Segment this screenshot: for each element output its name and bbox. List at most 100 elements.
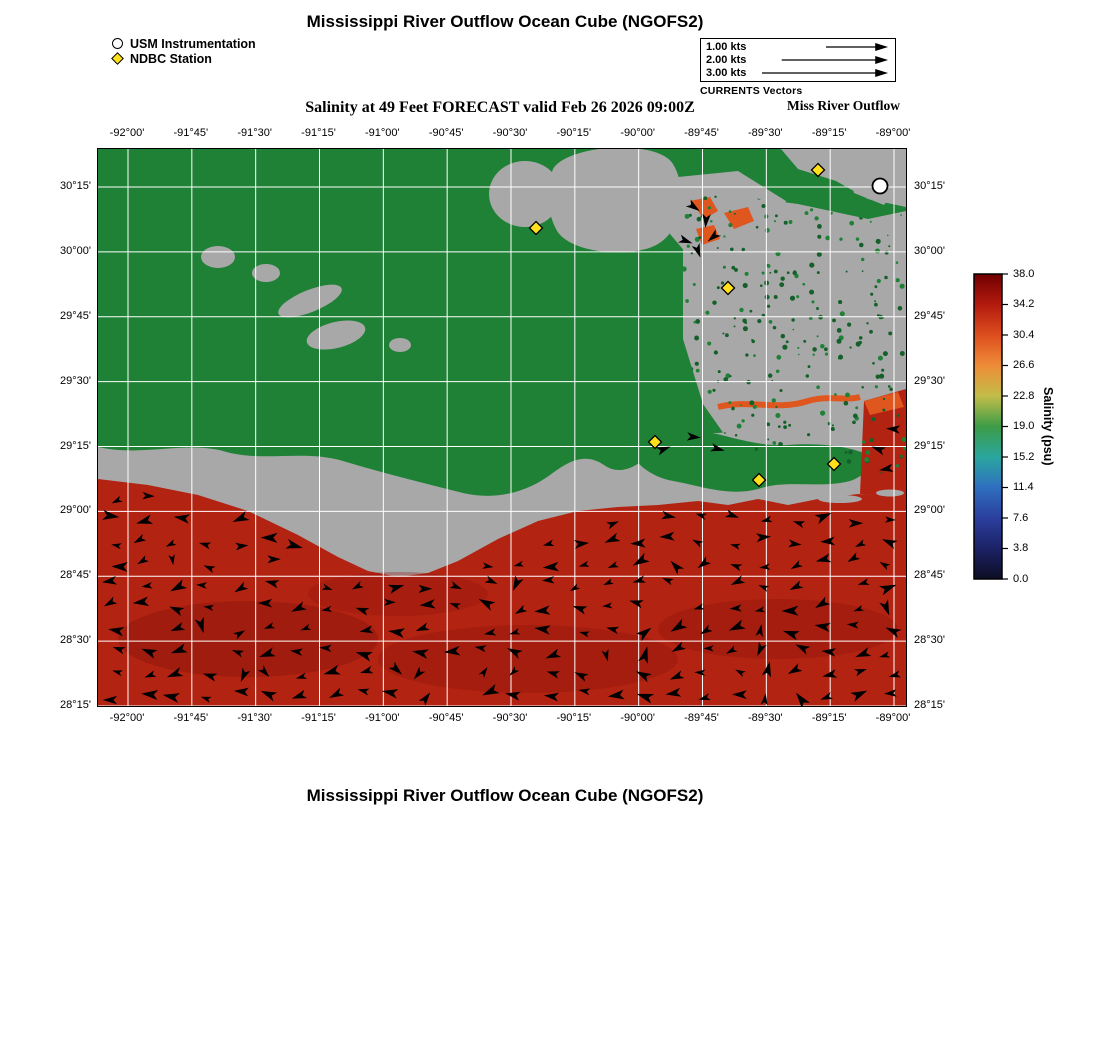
colorbar-title-wrap: Salinity (psu) — [1041, 272, 1055, 581]
current-vector-arrow — [728, 619, 746, 631]
current-vector-arrow — [603, 578, 614, 586]
current-vector-arrow — [509, 666, 520, 676]
current-vector-arrow — [730, 563, 743, 572]
current-vector-arrow — [285, 538, 303, 549]
current-vector-arrow — [788, 539, 802, 548]
current-vector-arrow — [574, 540, 590, 549]
current-vector-arrow — [691, 242, 701, 258]
current-vector-arrow — [888, 670, 902, 678]
lon-tick-bottom: -91°15' — [301, 712, 336, 724]
current-vector-arrow — [170, 579, 188, 592]
current-vector-arrow — [569, 583, 581, 592]
current-vector-arrow — [257, 598, 273, 608]
low-salinity-orange-patch — [690, 197, 718, 219]
current-vector-arrow — [141, 648, 158, 659]
current-vector-arrow — [259, 647, 276, 658]
current-vector-arrow — [632, 575, 647, 583]
current-vector-arrow — [384, 598, 396, 606]
current-vector-arrow — [754, 606, 766, 613]
latlon-gridlines — [98, 149, 906, 706]
current-vector-arrow — [387, 584, 405, 594]
current-vector-arrow — [790, 560, 803, 570]
usm-circle-icon — [112, 38, 123, 49]
current-vector-arrow — [655, 446, 671, 456]
current-vector-arrow — [111, 495, 123, 504]
lon-tick-bottom: -89°45' — [684, 712, 719, 724]
vector-key-label-3: 3.00 kts — [706, 67, 747, 79]
land-island — [252, 264, 280, 282]
current-vector-arrow — [871, 446, 887, 456]
current-vector-arrow — [665, 687, 682, 697]
legend-label-usm: USM Instrumentation — [130, 36, 256, 51]
current-vector-arrow — [195, 582, 208, 589]
current-vector-arrow — [478, 667, 488, 679]
current-vector-arrow — [601, 649, 609, 662]
lat-tick-left: 28°45' — [60, 569, 91, 582]
current-vector-arrow — [635, 627, 652, 642]
current-vector-arrow — [572, 605, 588, 615]
lon-tick-top: -89°45' — [684, 127, 719, 139]
current-vector-arrow — [136, 514, 154, 524]
map-frame — [97, 148, 907, 707]
bottom-title: Mississippi River Outflow Ocean Cube (NG… — [306, 786, 704, 805]
vector-key-row-1: 1.00 kts — [706, 41, 890, 53]
current-vector-arrow — [534, 605, 551, 615]
current-vector-arrow — [112, 670, 123, 677]
current-vector-arrow — [695, 513, 708, 520]
current-vector-arrow — [814, 622, 831, 633]
gulf-dark-patch — [118, 601, 378, 677]
current-vector-arrow — [685, 199, 700, 212]
colorbar-tick-label: 30.4 — [1013, 328, 1035, 341]
current-vector-arrow — [419, 599, 436, 609]
colorbar-tick-label: 38.0 — [1013, 267, 1035, 280]
current-vector-arrow — [578, 560, 590, 567]
current-vector-arrow — [579, 631, 590, 638]
colorbar-tick-label: 26.6 — [1013, 359, 1035, 371]
lon-tick-top: -90°15' — [556, 127, 592, 139]
current-vector-arrow — [757, 641, 767, 657]
usm-instrumentation-marker — [871, 177, 889, 195]
top-title: Mississippi River Outflow Ocean Cube (NG… — [306, 12, 704, 31]
current-vector-arrow — [606, 626, 620, 635]
current-vector-arrow — [578, 688, 591, 696]
salinity-map — [98, 149, 906, 706]
vector-key-row-3: 3.00 kts — [706, 67, 890, 79]
current-vector-arrow — [814, 513, 832, 525]
current-vector-arrow — [169, 606, 185, 617]
current-vector-arrow — [144, 670, 157, 678]
barrier-island — [818, 495, 862, 503]
lon-tick-top: -91°00' — [365, 127, 400, 139]
current-vector-arrow — [141, 690, 159, 701]
ndbc-station-marker — [810, 162, 826, 178]
current-vector-arrow — [509, 628, 521, 635]
current-vector-arrow — [855, 647, 872, 658]
current-vector-arrow — [820, 536, 836, 546]
current-vector-arrow — [730, 575, 746, 586]
lon-tick-bottom: -92°00' — [109, 712, 145, 724]
current-vector-arrow — [636, 693, 655, 704]
colorbar-tick-label: 11.4 — [1013, 481, 1034, 493]
current-vector-arrow — [755, 533, 772, 543]
lon-tick-top: -89°15' — [811, 127, 847, 139]
current-vector-arrow — [111, 543, 122, 550]
current-vector-arrow — [142, 492, 155, 500]
current-vector-arrow — [203, 565, 216, 574]
lat-tick-left: 30°00' — [60, 244, 91, 257]
currents-vector-key: 1.00 kts 2.00 kts 3.00 kts — [700, 38, 896, 82]
lat-tick-right: 28°45' — [914, 569, 945, 582]
current-vector-arrow — [321, 605, 333, 612]
current-vector-arrow — [635, 671, 652, 683]
current-vector-arrow — [388, 628, 405, 638]
current-vector-arrow — [295, 672, 308, 679]
current-vector-arrow — [319, 644, 332, 653]
current-vector-arrow — [670, 560, 685, 575]
station-markers — [528, 162, 889, 488]
lon-tick-top: -92°00' — [109, 127, 145, 139]
current-vector-arrow — [761, 661, 771, 678]
current-vector-arrow — [726, 645, 738, 654]
current-vector-arrow — [686, 432, 701, 441]
lon-tick-top: -90°45' — [428, 127, 464, 139]
colorbar-tick-label: 7.6 — [1013, 511, 1029, 524]
land-island — [306, 320, 366, 350]
current-vector-arrow — [755, 624, 763, 638]
